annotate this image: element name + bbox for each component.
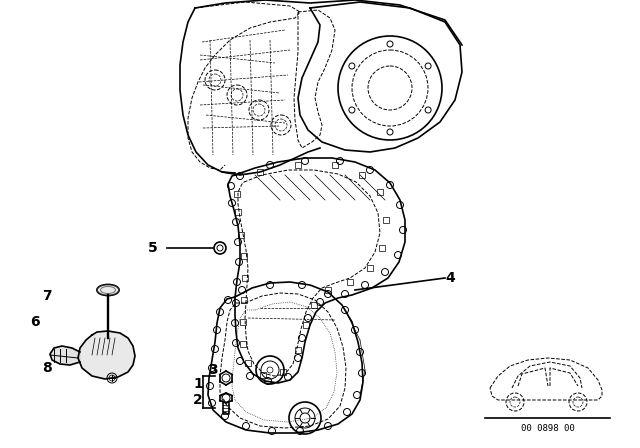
Bar <box>311 302 317 308</box>
Bar <box>295 162 301 168</box>
Bar <box>234 191 240 197</box>
Bar <box>241 253 247 259</box>
Text: 3: 3 <box>208 363 218 377</box>
Bar <box>245 360 251 366</box>
Text: 8: 8 <box>42 361 52 375</box>
Bar <box>238 232 244 238</box>
Bar <box>240 341 246 347</box>
Text: 7: 7 <box>42 289 52 303</box>
Bar <box>295 347 301 353</box>
Bar <box>241 297 247 303</box>
Bar <box>303 322 309 328</box>
Bar <box>377 189 383 195</box>
Polygon shape <box>78 331 135 379</box>
Polygon shape <box>50 346 80 365</box>
Bar <box>379 245 385 251</box>
Bar <box>257 169 263 175</box>
Text: 1: 1 <box>193 377 203 391</box>
Bar <box>332 162 338 168</box>
Text: 6: 6 <box>30 315 40 329</box>
Text: 5: 5 <box>148 241 158 255</box>
Text: 2: 2 <box>193 393 203 407</box>
Bar <box>347 279 353 285</box>
Bar <box>359 172 365 178</box>
Bar <box>235 209 241 215</box>
Bar <box>280 369 286 375</box>
Bar <box>367 265 373 271</box>
Bar <box>242 275 248 281</box>
Ellipse shape <box>97 284 119 296</box>
Text: 00 0898 00: 00 0898 00 <box>521 423 575 432</box>
Bar <box>383 217 389 223</box>
Text: 4: 4 <box>445 271 455 285</box>
Bar <box>325 287 331 293</box>
Bar <box>240 319 246 325</box>
Bar <box>260 372 266 378</box>
